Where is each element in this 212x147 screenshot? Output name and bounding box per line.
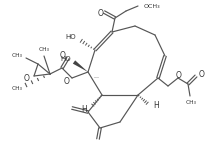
Text: CH₃: CH₃: [186, 100, 197, 105]
Text: CH₃: CH₃: [39, 47, 49, 52]
Text: CH₃: CH₃: [12, 86, 23, 91]
Text: CH₃: CH₃: [12, 52, 23, 57]
Text: O: O: [63, 76, 69, 86]
Text: HO: HO: [65, 34, 76, 40]
Text: O: O: [199, 70, 205, 78]
Text: O: O: [60, 51, 66, 60]
Text: H: H: [81, 105, 87, 113]
Polygon shape: [73, 60, 88, 72]
Text: O: O: [98, 9, 104, 17]
Text: O: O: [24, 74, 30, 82]
Text: ...: ...: [93, 74, 99, 78]
Text: OCH₃: OCH₃: [144, 4, 161, 9]
Text: H: H: [153, 101, 159, 110]
Text: HO: HO: [60, 56, 71, 62]
Text: O: O: [176, 71, 182, 80]
